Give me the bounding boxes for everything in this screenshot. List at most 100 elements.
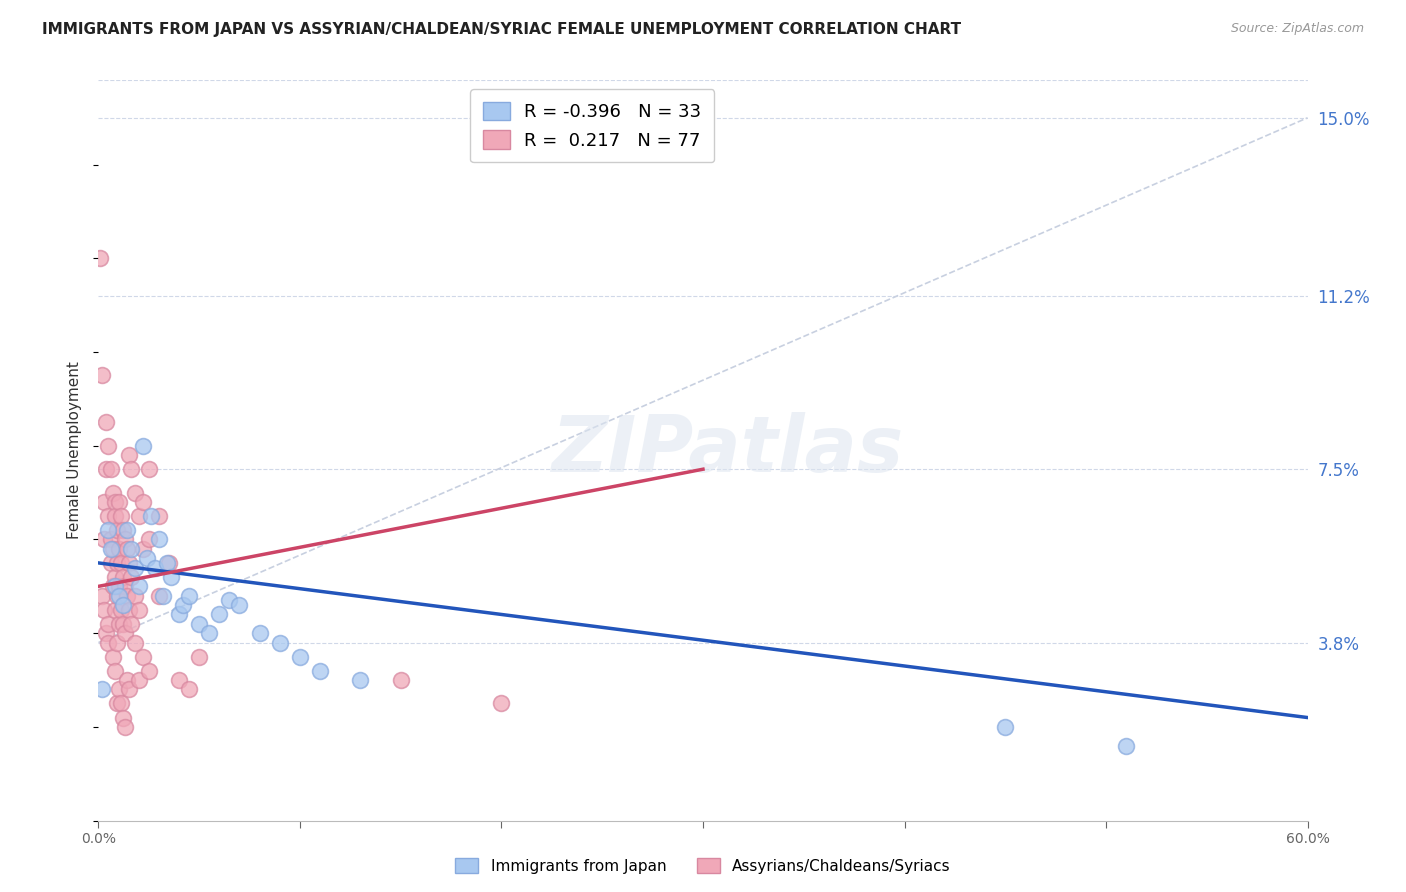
Point bbox=[93, 533, 115, 547]
Point bbox=[389, 673, 412, 687]
Point bbox=[156, 556, 179, 570]
Point bbox=[188, 649, 211, 664]
Point bbox=[110, 697, 132, 711]
Text: ZIPatlas: ZIPatlas bbox=[551, 412, 903, 489]
Point bbox=[105, 556, 128, 570]
Point bbox=[198, 626, 221, 640]
Point bbox=[139, 509, 162, 524]
Point bbox=[179, 589, 201, 603]
Point bbox=[100, 462, 122, 476]
Point bbox=[132, 495, 155, 509]
Legend: R = -0.396   N = 33, R =  0.217   N = 77: R = -0.396 N = 33, R = 0.217 N = 77 bbox=[470, 89, 714, 162]
Point bbox=[120, 570, 142, 584]
Point bbox=[269, 635, 291, 649]
Point bbox=[228, 598, 250, 612]
Point bbox=[111, 570, 134, 584]
Point bbox=[107, 541, 129, 556]
Point bbox=[96, 415, 118, 429]
Point bbox=[128, 673, 150, 687]
Point bbox=[97, 439, 120, 453]
Point bbox=[118, 448, 141, 462]
Point bbox=[179, 682, 201, 697]
Point bbox=[96, 626, 118, 640]
Point bbox=[132, 649, 155, 664]
Point bbox=[157, 556, 180, 570]
Point bbox=[105, 523, 128, 537]
Point bbox=[107, 579, 129, 593]
Point bbox=[105, 589, 128, 603]
Point bbox=[994, 720, 1017, 734]
Point bbox=[491, 697, 513, 711]
Point bbox=[349, 673, 371, 687]
Point bbox=[128, 579, 150, 593]
Legend: Immigrants from Japan, Assyrians/Chaldeans/Syriacs: Immigrants from Japan, Assyrians/Chaldea… bbox=[450, 852, 956, 880]
Point bbox=[101, 485, 124, 500]
Point bbox=[128, 603, 150, 617]
Point bbox=[89, 252, 111, 266]
Point bbox=[309, 664, 332, 678]
Point bbox=[110, 509, 132, 524]
Point bbox=[114, 533, 136, 547]
Point bbox=[249, 626, 271, 640]
Point bbox=[115, 673, 138, 687]
Point bbox=[115, 589, 138, 603]
Point bbox=[110, 603, 132, 617]
Point bbox=[91, 589, 114, 603]
Point bbox=[218, 593, 240, 607]
Point bbox=[103, 664, 125, 678]
Point bbox=[114, 720, 136, 734]
Text: Source: ZipAtlas.com: Source: ZipAtlas.com bbox=[1230, 22, 1364, 36]
Point bbox=[97, 616, 120, 631]
Point bbox=[124, 635, 146, 649]
Point bbox=[167, 607, 190, 622]
Point bbox=[135, 551, 157, 566]
Point bbox=[111, 616, 134, 631]
Point bbox=[101, 579, 124, 593]
Point bbox=[91, 682, 114, 697]
Point bbox=[114, 626, 136, 640]
Point bbox=[115, 541, 138, 556]
Point bbox=[188, 616, 211, 631]
Point bbox=[128, 509, 150, 524]
Point bbox=[97, 509, 120, 524]
Point bbox=[100, 541, 122, 556]
Point bbox=[167, 673, 190, 687]
Point bbox=[103, 603, 125, 617]
Point bbox=[288, 649, 311, 664]
Point bbox=[93, 495, 115, 509]
Point bbox=[172, 598, 194, 612]
Point bbox=[91, 368, 114, 383]
Point bbox=[138, 664, 160, 678]
Point bbox=[107, 589, 129, 603]
Point bbox=[110, 556, 132, 570]
Point bbox=[97, 635, 120, 649]
Point bbox=[101, 541, 124, 556]
Point bbox=[103, 570, 125, 584]
Point bbox=[132, 439, 155, 453]
Point bbox=[103, 579, 125, 593]
Point bbox=[152, 589, 174, 603]
Point bbox=[138, 533, 160, 547]
Point bbox=[97, 523, 120, 537]
Point bbox=[120, 462, 142, 476]
Point bbox=[1115, 739, 1137, 753]
Point bbox=[148, 589, 170, 603]
Point bbox=[103, 495, 125, 509]
Point bbox=[107, 495, 129, 509]
Point bbox=[132, 541, 155, 556]
Point bbox=[96, 462, 118, 476]
Point bbox=[208, 607, 231, 622]
Point bbox=[100, 533, 122, 547]
Point bbox=[115, 523, 138, 537]
Point bbox=[118, 603, 141, 617]
Point bbox=[160, 570, 183, 584]
Point bbox=[107, 616, 129, 631]
Point bbox=[118, 682, 141, 697]
Point bbox=[105, 697, 128, 711]
Point bbox=[105, 635, 128, 649]
Point bbox=[111, 598, 134, 612]
Point bbox=[138, 462, 160, 476]
Point bbox=[120, 541, 142, 556]
Point bbox=[118, 556, 141, 570]
Point bbox=[107, 682, 129, 697]
